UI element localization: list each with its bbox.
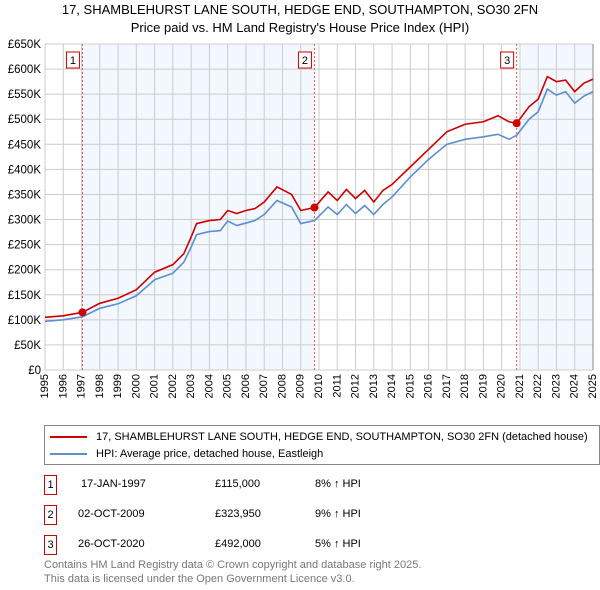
y-tick-label: £150K bbox=[8, 290, 42, 302]
sale-row: 2 02-OCT-2009 £323,950 9% ↑ HPI bbox=[44, 505, 444, 525]
x-tick-label: 2024 bbox=[569, 374, 581, 398]
sale-date: 26-OCT-2020 bbox=[78, 538, 145, 550]
x-tick-label: 2009 bbox=[295, 374, 307, 398]
sale-price: £323,950 bbox=[215, 508, 261, 520]
sale-label-box bbox=[65, 51, 80, 69]
sale-hpi-diff: 8% ↑ HPI bbox=[315, 478, 361, 490]
series-line-hpi bbox=[44, 87, 594, 323]
sale-hpi-diff: 9% ↑ HPI bbox=[315, 508, 361, 520]
sale-row: 1 17-JAN-1997 £115,000 8% ↑ HPI bbox=[44, 475, 444, 495]
x-tick-label: 2007 bbox=[258, 374, 270, 398]
x-tick-label: 2016 bbox=[423, 374, 435, 398]
x-tick-label: 2014 bbox=[386, 374, 398, 398]
x-tick-label: 1999 bbox=[112, 374, 124, 398]
y-tick-label: £500K bbox=[8, 114, 42, 126]
y-tick-label: £550K bbox=[8, 89, 42, 101]
legend-label-hpi: HPI: Average price, detached house, East… bbox=[96, 448, 324, 460]
x-tick-label: 2011 bbox=[331, 374, 343, 398]
sale-price: £115,000 bbox=[215, 478, 261, 490]
footer-line-2: This data is licensed under the Open Gov… bbox=[44, 573, 355, 585]
y-tick-label: £100K bbox=[8, 315, 42, 327]
sale-label: 1 bbox=[70, 55, 76, 67]
sale-date: 17-JAN-1997 bbox=[81, 478, 146, 490]
sale-label-box bbox=[297, 51, 312, 69]
y-tick-label: £0 bbox=[28, 365, 41, 377]
x-tick-label: 2002 bbox=[167, 374, 179, 398]
legend-label-property: 17, SHAMBLEHURST LANE SOUTH, HEDGE END, … bbox=[96, 431, 588, 443]
footer: Contains HM Land Registry data © Crown c… bbox=[44, 558, 421, 586]
x-tick-label: 2008 bbox=[276, 374, 288, 398]
sale-point bbox=[78, 308, 87, 317]
x-tick-label: 2005 bbox=[222, 374, 234, 398]
x-tick-label: 1998 bbox=[94, 374, 106, 398]
x-tick-label: 2000 bbox=[130, 374, 142, 398]
sale-hpi-diff: 5% ↑ HPI bbox=[315, 538, 361, 550]
x-tick-label: 2023 bbox=[550, 374, 562, 398]
sale-row: 3 26-OCT-2020 £492,000 5% ↑ HPI bbox=[44, 535, 444, 555]
x-tick-label: 2025 bbox=[587, 374, 599, 398]
x-tick-label: 1996 bbox=[57, 374, 69, 398]
series-line-property bbox=[44, 75, 594, 319]
y-tick-label: £400K bbox=[8, 164, 42, 176]
y-tick-label: £250K bbox=[8, 240, 42, 252]
x-tick-label: 2019 bbox=[477, 374, 489, 398]
x-tick-label: 2003 bbox=[185, 374, 197, 398]
x-tick-label: 2004 bbox=[203, 374, 215, 398]
y-tick-label: £450K bbox=[8, 139, 42, 151]
y-tick-label: £200K bbox=[8, 265, 42, 277]
x-tick-label: 2020 bbox=[496, 374, 508, 398]
plot-area: 1995 1996 1997 1998 1999 2000 2001 2002 2003 2004… bbox=[8, 39, 599, 398]
sale-label-box bbox=[500, 51, 515, 69]
sale-label: 2 bbox=[302, 55, 308, 67]
chart-subtitle: Price paid vs. HM Land Registry's House … bbox=[130, 20, 470, 35]
chart-title: 17, SHAMBLEHURST LANE SOUTH, HEDGE END, … bbox=[61, 2, 539, 17]
sale-point bbox=[512, 119, 521, 128]
legend-swatch-property bbox=[50, 436, 87, 438]
sale-price: £492,000 bbox=[215, 538, 261, 550]
sale-date: 02-OCT-2009 bbox=[78, 508, 145, 520]
y-tick-label: £600K bbox=[8, 64, 42, 76]
y-tick-label: £50K bbox=[14, 340, 41, 352]
x-tick-label: 2018 bbox=[459, 374, 471, 398]
x-tick-label: 2021 bbox=[514, 374, 526, 398]
x-tick-label: 2006 bbox=[240, 374, 252, 398]
x-tick-label: 2012 bbox=[350, 374, 362, 398]
legend-swatch-hpi bbox=[50, 453, 87, 455]
x-tick-label: 1997 bbox=[76, 374, 88, 398]
x-tick-label: 2022 bbox=[532, 374, 544, 398]
footer-line-1: Contains HM Land Registry data © Crown c… bbox=[44, 559, 422, 571]
sale-number: 2 bbox=[44, 505, 57, 525]
x-tick-label: 2001 bbox=[149, 374, 161, 398]
y-tick-label: £350K bbox=[8, 189, 42, 201]
y-tick-label: £650K bbox=[8, 39, 42, 51]
sale-number: 3 bbox=[44, 535, 57, 555]
sale-label: 3 bbox=[504, 55, 510, 67]
x-tick-label: 1995 bbox=[39, 374, 51, 398]
x-tick-label: 2010 bbox=[313, 374, 325, 398]
y-tick-label: £300K bbox=[8, 215, 42, 227]
x-tick-label: 2015 bbox=[404, 374, 416, 398]
sale-point bbox=[310, 203, 319, 212]
x-tick-label: 2013 bbox=[368, 374, 380, 398]
shaded-ownership-1 bbox=[82, 44, 315, 370]
legend: 17, SHAMBLEHURST LANE SOUTH, HEDGE END, … bbox=[44, 425, 600, 465]
sale-number: 1 bbox=[44, 475, 57, 495]
x-tick-label: 2017 bbox=[441, 374, 453, 398]
